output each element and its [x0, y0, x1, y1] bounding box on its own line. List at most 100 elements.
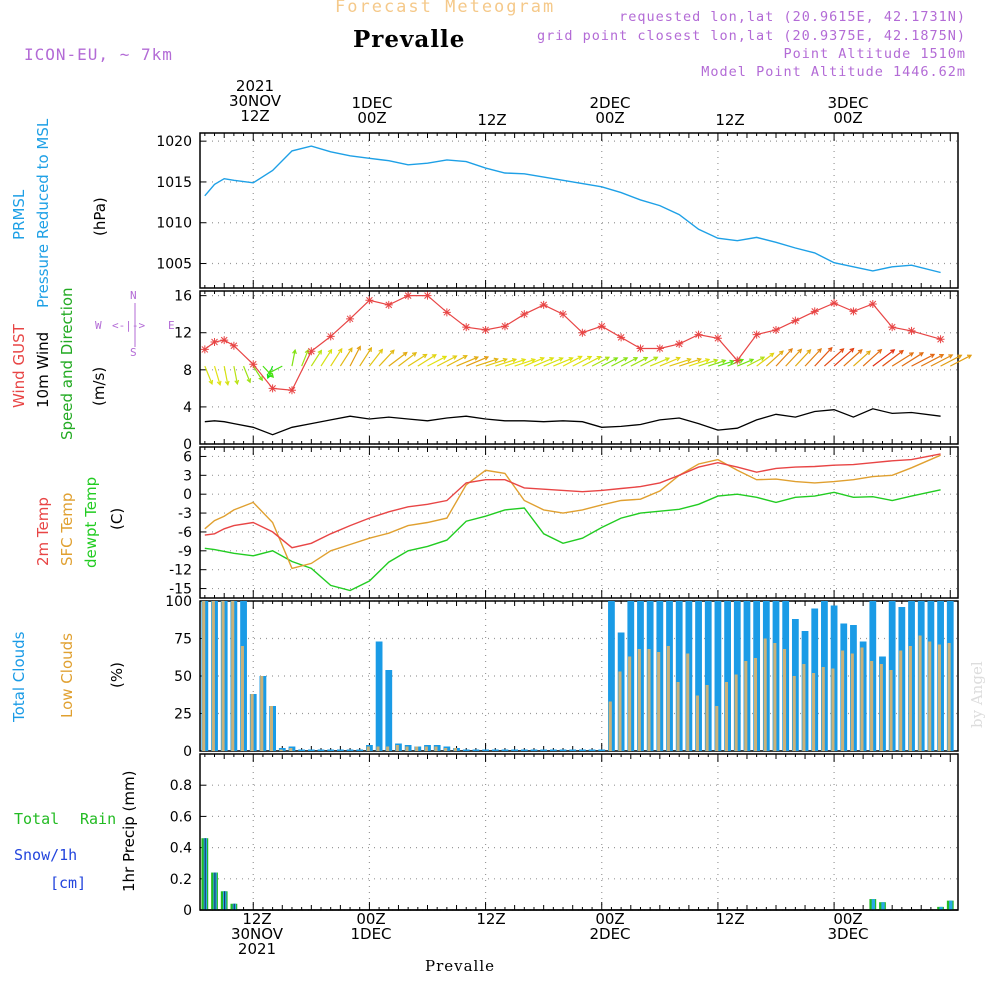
top-axis-hour: 00Z	[833, 109, 863, 127]
low-cloud-bar	[202, 601, 206, 751]
series-line-sfc-temp	[204, 454, 941, 570]
low-cloud-bar	[444, 748, 448, 751]
wind-arrow-head	[948, 354, 954, 359]
gust-point	[520, 310, 529, 319]
wind-arrow	[669, 358, 691, 367]
wind-arrow	[901, 352, 924, 367]
wind-arrow-head	[788, 347, 793, 353]
gust-point	[772, 325, 781, 334]
wind-arrow	[591, 356, 610, 367]
wind-arrow-head	[596, 355, 602, 361]
bottom-axis-hour: 12Z	[476, 910, 506, 928]
total-cloud-bar	[520, 749, 528, 751]
wind-arrow	[872, 349, 895, 367]
low-cloud-bar	[695, 695, 699, 751]
legend-snow: Snow/1h	[14, 846, 78, 864]
wind-arrow	[268, 365, 283, 374]
wind-arrow-head	[337, 347, 343, 353]
bottom-axis-hour: 12Z	[242, 910, 272, 928]
wind-arrow	[243, 365, 251, 383]
top-axis-date: 1DEC	[351, 94, 393, 112]
total-cloud-bar	[588, 749, 596, 751]
top-axis-label: 1DEC 00Z	[332, 96, 412, 126]
compass-arrow: <-|->	[112, 319, 146, 332]
series-line-dewpt	[204, 489, 941, 592]
low-cloud-bar	[773, 643, 777, 751]
wind-arrow-head	[549, 357, 555, 362]
top-axis-label: 3DEC 00Z	[808, 96, 888, 126]
wind-arrow-head	[558, 357, 564, 362]
bottom-axis-label: 12Z	[451, 912, 531, 927]
snow-bar	[233, 903, 235, 910]
low-cloud-bar	[260, 676, 264, 751]
gust-point	[500, 322, 509, 331]
total-cloud-bar	[501, 749, 509, 751]
wind-arrow	[349, 346, 361, 367]
low-cloud-bar	[870, 661, 874, 751]
total-cloud-bar	[559, 749, 567, 751]
compass-north: N	[130, 289, 137, 302]
bottom-axis-date: 2DEC	[589, 925, 631, 943]
panel-frame	[199, 290, 959, 445]
total-cloud-bar	[530, 749, 538, 751]
low-cloud-bar	[415, 746, 419, 751]
wind-arrow	[495, 358, 517, 367]
low-cloud-bar	[376, 746, 380, 751]
y-tick-label: 0	[183, 903, 192, 919]
wind-arrow	[223, 365, 229, 385]
total-cloud-bar	[540, 749, 548, 751]
wind-arrow	[717, 360, 734, 367]
series-line-2m-temp	[204, 453, 941, 549]
rain-bar	[871, 899, 876, 910]
wind-arrow-head	[356, 345, 361, 351]
wind-arrow	[920, 354, 944, 367]
wind-arrow	[698, 359, 718, 367]
top-axis-label: 2DEC 00Z	[570, 96, 650, 126]
wind-arrow-head	[797, 348, 803, 354]
low-cloud-bar	[831, 668, 835, 751]
low-cloud-bar	[850, 653, 854, 751]
wind-arrow	[533, 357, 554, 367]
gust-point	[868, 299, 877, 308]
top-axis-year: 2021	[235, 77, 275, 95]
low-cloud-bar	[841, 650, 845, 751]
wind-arrow-head	[402, 351, 408, 357]
wind-arrow	[233, 365, 238, 384]
gust-point	[268, 384, 277, 393]
rain-bar	[949, 900, 953, 910]
wind-arrow	[398, 352, 417, 367]
total-cloud-bar	[336, 749, 344, 751]
low-cloud-bar	[908, 646, 912, 751]
wind-arrow-head	[898, 349, 904, 355]
wind-arrow-head	[348, 347, 353, 353]
wind-arrow-head	[568, 357, 574, 362]
low-cloud-bar	[792, 676, 796, 751]
wind-arrow-head	[502, 357, 508, 363]
footer-station: Prevalle	[425, 957, 496, 975]
low-cloud-bar	[221, 601, 225, 751]
gust-point	[229, 341, 238, 350]
wind-arrow	[882, 350, 904, 367]
gust-point	[791, 316, 800, 325]
low-cloud-bar	[879, 664, 883, 751]
compass-west: W	[95, 319, 102, 332]
wind-arrow-head	[749, 358, 755, 363]
wind-arrow	[572, 356, 592, 367]
bottom-axis-date: 1DEC	[350, 925, 392, 943]
top-axis-hour: 12Z	[477, 111, 507, 129]
y-tick-label: 8	[183, 363, 192, 379]
wind-arrow-head	[473, 356, 479, 361]
legend-rain: Rain	[80, 810, 117, 828]
total-cloud-bar	[724, 601, 731, 751]
bottom-axis-date: 30NOV	[230, 925, 284, 943]
low-cloud-bar	[453, 748, 457, 751]
total-cloud-bar	[375, 641, 383, 751]
top-axis-hour: 00Z	[357, 109, 387, 127]
wind-arrow-head	[930, 353, 936, 359]
gust-point	[733, 356, 742, 365]
gust-point	[752, 330, 761, 339]
total-cloud-bar	[491, 749, 499, 751]
y-tick-label: -9	[178, 544, 192, 560]
wind-arrow	[330, 348, 343, 367]
gust-point	[220, 336, 229, 345]
